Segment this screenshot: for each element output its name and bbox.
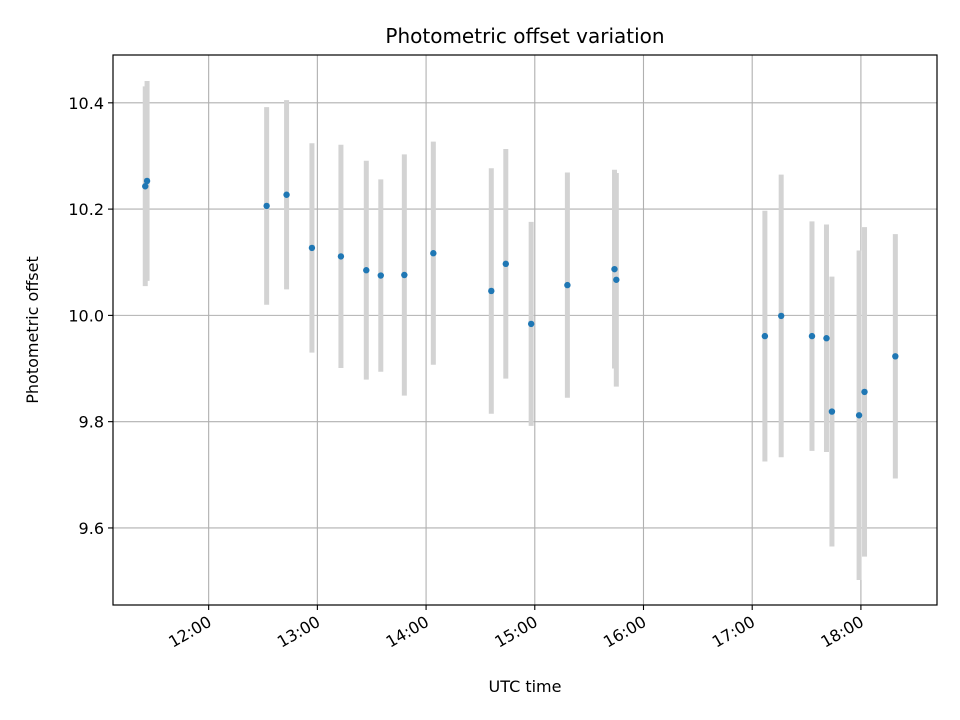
y-tick-label: 10.4 — [68, 94, 104, 113]
data-point — [823, 335, 830, 342]
y-tick-label: 10.2 — [68, 200, 104, 219]
data-point — [377, 272, 384, 279]
x-tick-label: 13:00 — [274, 612, 323, 652]
x-tick-label: 15:00 — [491, 612, 540, 652]
axis-ticks: 12:00 13:00 14:00 15:00 16:00 17:00 18:00 9.6 9.… — [68, 94, 867, 652]
data-point — [308, 244, 316, 252]
chart-title: Photometric offset variation — [385, 24, 664, 48]
data-point — [613, 276, 620, 283]
data-point — [855, 412, 863, 419]
y-tick-label: 10.0 — [68, 306, 104, 325]
data-point — [892, 353, 899, 360]
data-point — [564, 281, 571, 289]
data-point — [363, 267, 370, 274]
x-tick-label: 17:00 — [709, 612, 758, 652]
grid — [113, 55, 937, 605]
data-point — [527, 320, 535, 328]
data-point — [777, 312, 785, 320]
data-point — [502, 260, 509, 268]
data-point — [430, 250, 437, 257]
plot-frame — [112, 54, 938, 606]
data-point — [611, 265, 618, 273]
y-tick-label: 9.8 — [79, 413, 104, 432]
x-tick-label: 14:00 — [383, 612, 432, 652]
y-axis-label: Photometric offset — [23, 256, 42, 404]
data-point — [401, 271, 408, 279]
data-point — [263, 202, 270, 210]
x-axis-label: UTC time — [489, 677, 562, 696]
data-point — [337, 253, 345, 260]
y-tick-label: 9.6 — [79, 519, 104, 538]
data-point — [808, 332, 816, 340]
data-point — [143, 177, 151, 185]
data-point — [283, 191, 290, 198]
data-points — [142, 177, 899, 419]
error-bars — [142, 81, 898, 581]
data-point — [861, 388, 868, 396]
data-point — [761, 332, 769, 340]
data-point — [488, 287, 495, 295]
data-point — [828, 408, 836, 415]
data-point — [142, 183, 149, 190]
x-tick-label: 16:00 — [600, 612, 649, 652]
x-tick-label: 18:00 — [817, 612, 866, 652]
x-tick-label: 12:00 — [165, 612, 214, 652]
